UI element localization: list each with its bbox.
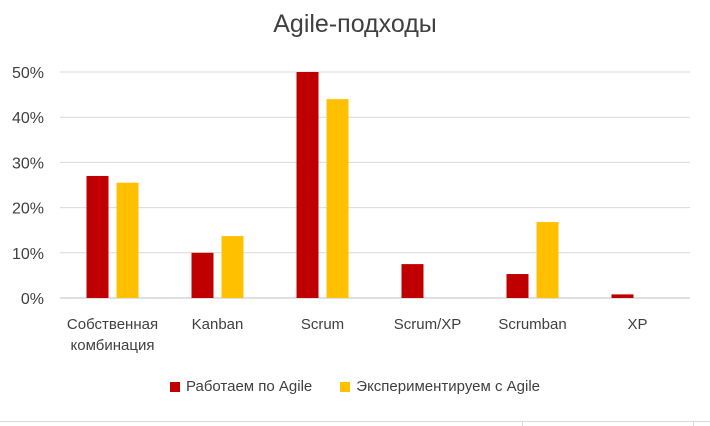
- chart-title: Agile-подходы: [273, 10, 437, 38]
- legend-swatch-working: [169, 381, 180, 392]
- x-tick-label-line: Собственная: [67, 316, 158, 333]
- y-tick-label: 20%: [12, 201, 44, 218]
- y-tick-label: 10%: [12, 246, 44, 263]
- x-tick-label-line: XP: [627, 316, 647, 333]
- y-tick-label: 40%: [12, 110, 44, 127]
- legend-label-working: Работаем по Agile: [185, 378, 313, 395]
- x-tick-label-line: Scrumban: [498, 316, 566, 333]
- x-tick-label: Scrumban: [498, 316, 566, 333]
- bottom-tick: [693, 421, 694, 426]
- legend-item-experimenting: Экспериментируем с Agile: [340, 378, 540, 395]
- bar-working: [296, 72, 319, 298]
- legend-swatch-experimenting: [340, 381, 351, 392]
- bar-experimenting: [326, 99, 349, 299]
- bar-experimenting: [221, 236, 244, 298]
- bar-experimenting: [536, 222, 559, 298]
- x-tick-label: Scrum/XP: [394, 316, 462, 333]
- legend-label-experimenting: Экспериментируем с Agile: [356, 378, 541, 395]
- bar-experimenting: [116, 182, 139, 298]
- legend: Работаем по Agile Экспериментируем с Agi…: [0, 378, 710, 395]
- x-tick-label: Kanban: [192, 316, 244, 333]
- x-tick-label-line: комбинация: [71, 337, 155, 354]
- bar-working: [191, 252, 214, 298]
- y-tick-label: 30%: [12, 155, 44, 172]
- bar-working: [611, 294, 634, 298]
- x-tick-label: Scrum: [301, 316, 344, 333]
- legend-item-working: Работаем по Agile: [169, 378, 313, 395]
- y-tick-label: 0%: [21, 291, 44, 308]
- bar-working: [506, 274, 529, 298]
- x-tick-label-line: Kanban: [192, 316, 244, 333]
- x-tick-label-line: Scrum: [301, 316, 344, 333]
- bottom-border: [0, 421, 710, 422]
- x-tick-label: XP: [627, 316, 647, 333]
- x-tick-label-line: Scrum/XP: [394, 316, 462, 333]
- bar-working: [401, 264, 424, 298]
- bottom-tick: [522, 421, 523, 426]
- y-tick-label: 50%: [12, 65, 44, 82]
- x-tick-label: Собственная комбинация: [67, 316, 158, 354]
- bar-working: [86, 175, 109, 298]
